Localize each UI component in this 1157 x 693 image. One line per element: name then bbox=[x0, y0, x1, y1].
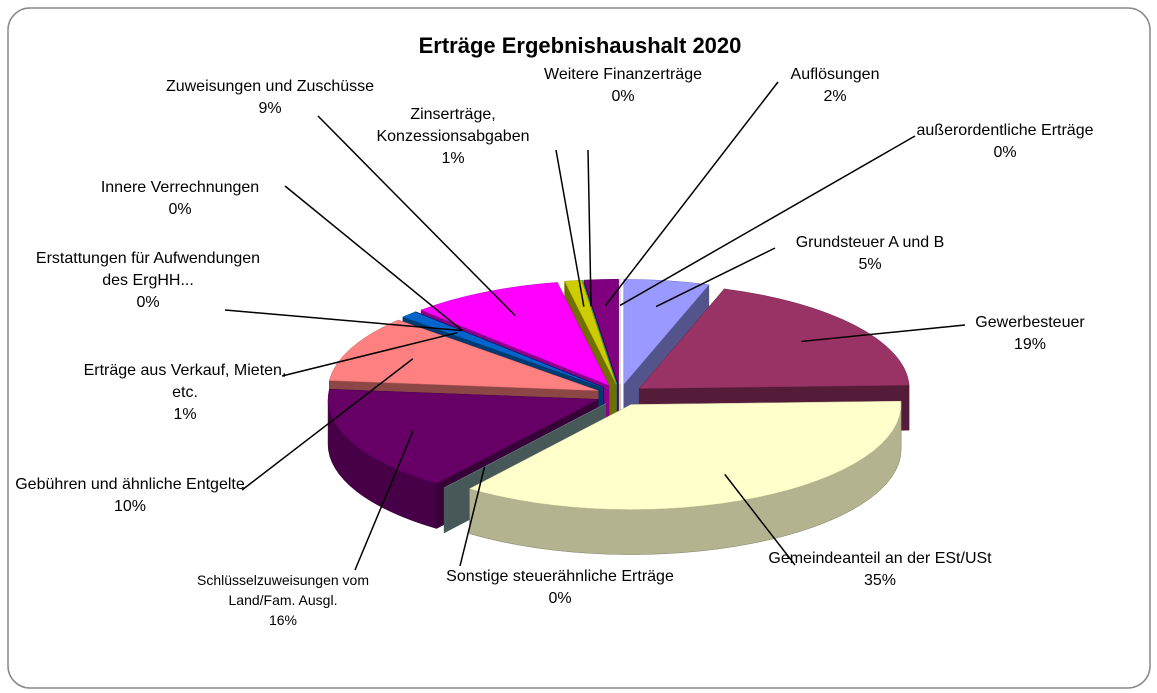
category-label: Gewerbesteuer bbox=[975, 314, 1085, 331]
leader-line bbox=[619, 135, 916, 307]
slice-label: außerordentliche Erträge 0% bbox=[890, 120, 1120, 164]
slice-label: Gewerbesteuer 19% bbox=[915, 312, 1145, 356]
value-label: 35% bbox=[863, 572, 897, 589]
category-label: außerordentliche Erträge bbox=[916, 122, 1094, 139]
leader-line bbox=[281, 331, 458, 377]
leader-line bbox=[587, 149, 592, 307]
value-label: 0% bbox=[548, 590, 572, 607]
category-label: Zinserträge, Konzessionsabgaben bbox=[376, 106, 530, 145]
slice bbox=[468, 400, 902, 510]
category-label: Gebühren und ähnliche Entgelte bbox=[15, 476, 245, 493]
value-label: 2% bbox=[823, 88, 847, 105]
category-label: Erträge aus Verkauf, Mieten, etc. bbox=[83, 362, 287, 401]
slice bbox=[402, 311, 603, 388]
value-label: 0% bbox=[136, 294, 160, 311]
category-label: Grundsteuer A und B bbox=[795, 234, 945, 251]
leader-line bbox=[604, 81, 779, 307]
slice-label: Weitere Finanzerträge 0% bbox=[508, 64, 738, 108]
slice-label: Gemeindeanteil an der ESt/USt 35% bbox=[765, 548, 995, 592]
slice bbox=[582, 280, 618, 385]
category-label: Weitere Finanzerträge bbox=[544, 66, 702, 83]
slice-label: Sonstige steuerähnliche Erträge 0% bbox=[445, 566, 675, 610]
category-label: Gemeindeanteil an der ESt/USt bbox=[768, 550, 992, 567]
slice-label: Erstattungen für Aufwendungen des ErgHH.… bbox=[33, 248, 263, 314]
leader-line bbox=[459, 466, 486, 567]
category-label: Auflösungen bbox=[790, 66, 880, 83]
category-label: Sonstige steuerähnliche Erträge bbox=[446, 568, 674, 585]
leader-line bbox=[555, 149, 585, 307]
leader-line bbox=[801, 324, 966, 343]
slice-label: Zuweisungen und Zuschüsse 9% bbox=[155, 76, 385, 120]
leader-line bbox=[655, 247, 776, 308]
value-label: 0% bbox=[611, 88, 635, 105]
category-label: Erstattungen für Aufwendungen des ErgHH.… bbox=[35, 250, 261, 289]
category-label: Innere Verrechnungen bbox=[100, 179, 260, 196]
chart-title: Erträge Ergebnishaushalt 2020 bbox=[419, 33, 742, 58]
leader-line bbox=[354, 430, 414, 571]
slice bbox=[420, 282, 610, 386]
value-label: 0% bbox=[168, 201, 192, 218]
slice-label: Schlüsselzuweisungen vom Land/Fam. Ausgl… bbox=[168, 570, 398, 630]
value-label: 1% bbox=[441, 150, 465, 167]
value-label: 1% bbox=[173, 406, 197, 423]
value-label: 9% bbox=[258, 100, 282, 117]
value-label: 5% bbox=[858, 256, 882, 273]
category-label: Schlüsselzuweisungen vom Land/Fam. Ausgl… bbox=[197, 572, 369, 608]
slice-label: Auflösungen 2% bbox=[720, 64, 950, 108]
leader-line bbox=[724, 473, 796, 566]
slice bbox=[328, 319, 599, 391]
leader-line bbox=[241, 358, 414, 491]
slice bbox=[623, 279, 710, 386]
leader-line bbox=[317, 115, 516, 317]
slice bbox=[444, 403, 606, 489]
leader-line bbox=[284, 185, 463, 332]
slice-label: Innere Verrechnungen 0% bbox=[65, 177, 295, 221]
category-label: Zuweisungen und Zuschüsse bbox=[165, 78, 375, 95]
slice bbox=[583, 278, 619, 385]
slice bbox=[638, 288, 910, 389]
slice bbox=[327, 389, 600, 484]
slice-label: Erträge aus Verkauf, Mieten, etc. 1% bbox=[70, 360, 300, 426]
value-label: 0% bbox=[993, 144, 1017, 161]
slice bbox=[564, 279, 617, 385]
slice-label: Grundsteuer A und B 5% bbox=[755, 232, 985, 276]
leader-line bbox=[224, 309, 463, 332]
value-label: 16% bbox=[268, 612, 298, 628]
value-label: 10% bbox=[113, 498, 147, 515]
slice-label: Gebühren und ähnliche Entgelte 10% bbox=[15, 474, 245, 518]
value-label: 19% bbox=[1013, 336, 1047, 353]
slice-label: Zinserträge, Konzessionsabgaben 1% bbox=[338, 104, 568, 170]
